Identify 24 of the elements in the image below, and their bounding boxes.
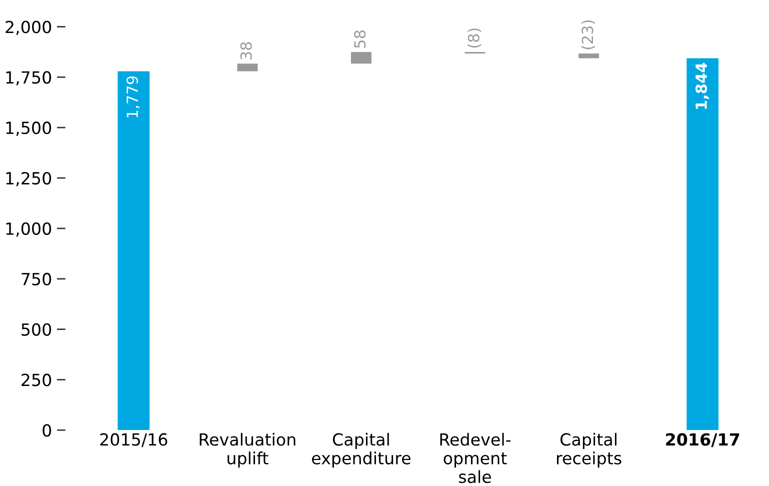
data-label: (8) (468, 28, 482, 48)
x-tick-label: Redevel- opment sale (440, 432, 511, 484)
x-tick-label: Capital receipts (557, 432, 622, 468)
y-tick-label: 250 (22, 374, 52, 386)
data-label: (23) (581, 20, 596, 50)
x-tick-label: Capital expenditure (312, 432, 410, 468)
x-tick-label: Revaluation uplift (200, 432, 296, 468)
x-tick-label: 2015/16 (100, 433, 168, 448)
y-tick-label: 1,000 (6, 222, 52, 237)
bar (237, 64, 258, 72)
y-tick-label: 500 (22, 323, 52, 336)
data-label: 58 (354, 30, 366, 48)
y-tick-label: 1,750 (6, 71, 52, 86)
bar (578, 54, 600, 58)
data-label: 38 (240, 42, 252, 60)
y-tick-label: 2,000 (6, 20, 52, 35)
y-tick-label: 1,250 (6, 172, 52, 186)
bar (350, 52, 372, 64)
x-tick-label: 2016/17 (666, 433, 740, 448)
y-tick-label: 0 (42, 424, 52, 437)
y-tick-label: 750 (22, 272, 52, 286)
y-tick-label: 1,500 (6, 122, 52, 136)
data-label: 1,779 (126, 76, 140, 118)
data-label: 1,844 (695, 62, 709, 109)
